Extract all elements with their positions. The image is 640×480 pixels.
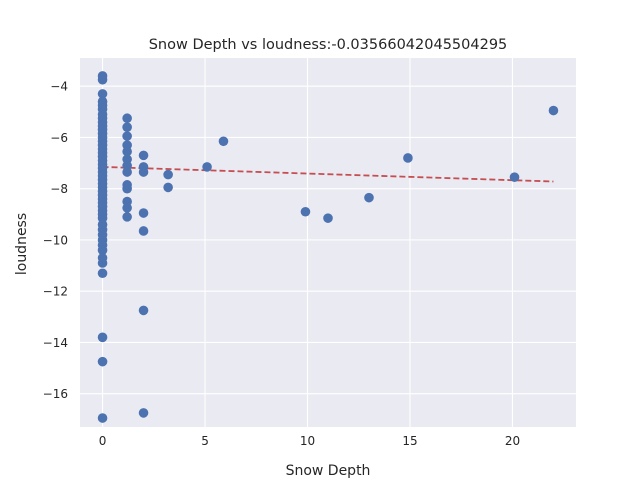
- x-axis-ticks: 0 5 10 15 20: [99, 434, 520, 448]
- data-point: [138, 208, 149, 218]
- trend-line-group: [102, 166, 554, 183]
- y-tick-label: −4: [50, 80, 68, 94]
- y-tick-label: −14: [43, 336, 68, 350]
- x-tick-label: 10: [300, 434, 315, 448]
- data-point: [163, 182, 173, 193]
- x-tick-label: 15: [402, 434, 417, 448]
- data-point: [122, 167, 132, 177]
- data-point: [122, 131, 132, 141]
- data-point: [122, 113, 132, 124]
- x-tick-label: 20: [505, 434, 520, 448]
- data-point: [97, 268, 108, 279]
- data-point: [138, 167, 149, 177]
- data-point: [300, 206, 311, 217]
- data-point: [122, 122, 132, 132]
- data-point: [548, 105, 559, 116]
- y-tick-label: −6: [50, 131, 68, 145]
- data-point: [138, 305, 149, 316]
- data-point: [202, 162, 212, 172]
- data-point: [97, 245, 108, 255]
- data-point: [218, 136, 229, 147]
- data-point: [97, 413, 108, 423]
- data-point: [122, 146, 132, 157]
- data-point: [323, 213, 333, 223]
- data-point: [122, 212, 132, 222]
- data-point: [163, 169, 173, 180]
- y-tick-label: −8: [50, 182, 68, 196]
- x-axis-label: Snow Depth: [286, 463, 371, 479]
- grid-lines: [80, 58, 576, 427]
- trend-line: [102, 166, 554, 183]
- data-point: [97, 332, 108, 343]
- data-point: [122, 183, 132, 194]
- data-point: [403, 153, 413, 163]
- plot-area: [80, 58, 576, 427]
- y-axis-ticks: −16 −14 −12 −10 −8 −6 −4: [43, 80, 68, 402]
- y-tick-label: −12: [43, 285, 68, 299]
- data-point: [509, 172, 520, 182]
- data-point: [138, 226, 149, 236]
- data-point: [364, 192, 374, 203]
- data-point: [122, 203, 132, 213]
- x-tick-label: 5: [201, 434, 209, 448]
- y-tick-label: −10: [43, 233, 68, 247]
- y-axis-label: loudness: [14, 213, 30, 275]
- y-tick-label: −16: [43, 387, 68, 401]
- chart-title: Snow Depth vs loudness:-0.03566042045504…: [149, 37, 508, 53]
- data-point: [97, 89, 108, 99]
- data-point: [138, 150, 149, 161]
- data-point: [97, 356, 108, 367]
- x-tick-label: 0: [99, 434, 107, 448]
- data-point: [97, 258, 108, 268]
- data-points: [97, 71, 559, 423]
- data-point: [138, 408, 149, 418]
- data-point: [97, 74, 108, 85]
